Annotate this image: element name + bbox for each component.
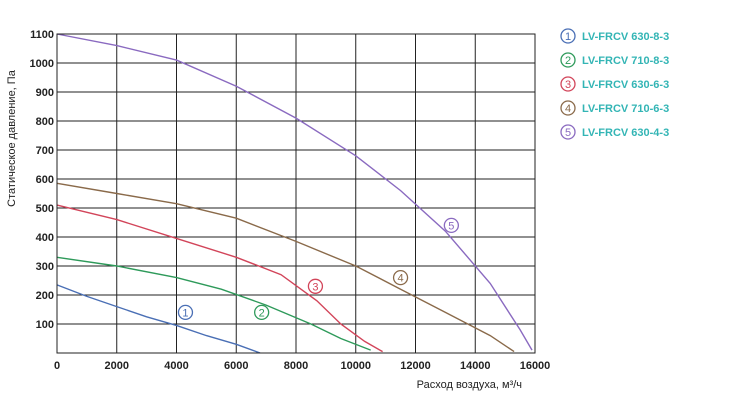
curve-marker-circle — [443, 217, 460, 234]
curve-markers: 1 2 3 4 5 — [177, 217, 460, 321]
curve-marker-circle — [392, 269, 409, 286]
y-tick-label: 400 — [36, 232, 54, 244]
series-line-2 — [56, 256, 371, 351]
curve-marker-number: 5 — [448, 220, 454, 232]
y-tick-label: 100 — [36, 319, 54, 331]
y-tick-label: 700 — [36, 145, 54, 157]
x-tick-label: 0 — [54, 360, 60, 372]
plot-frame — [56, 33, 536, 354]
legend-marker-number: 5 — [565, 127, 571, 139]
curve-marker-number: 2 — [259, 307, 265, 319]
x-tick-label: 10000 — [340, 360, 371, 372]
x-tick-label: 12000 — [400, 360, 431, 372]
legend-marker-number: 3 — [565, 79, 571, 91]
y-tick-label: 600 — [36, 174, 54, 186]
curve-marker-circle — [253, 304, 270, 321]
legend-marker-circle — [560, 100, 576, 116]
y-tick-label: 1000 — [30, 58, 54, 70]
legend-entry: LV-FRCV 630-8-3 — [582, 31, 669, 43]
curve-marker-circle — [177, 304, 194, 321]
x-tick-label: 6000 — [224, 360, 248, 372]
series-line-5 — [56, 33, 533, 351]
x-tick-label: 4000 — [164, 360, 188, 372]
legend: 1 LV-FRCV 630-8-3 2 LV-FRCV 710-8-3 3 LV-FRCV… — [560, 28, 669, 140]
grid — [56, 33, 536, 353]
y-tick-label: 1100 — [30, 29, 54, 41]
series-lines — [56, 33, 533, 354]
x-tick-label: 14000 — [460, 360, 491, 372]
series-line-3 — [56, 204, 383, 353]
y-tick-label: 300 — [36, 261, 54, 273]
legend-marker-circle — [560, 76, 576, 92]
x-tick-label: 2000 — [105, 360, 129, 372]
curve-marker-number: 3 — [312, 281, 318, 293]
x-axis-label: Расход воздуха, м³/ч — [417, 379, 522, 391]
y-tick-label: 900 — [36, 87, 54, 99]
legend-entry: LV-FRCV 710-6-3 — [582, 103, 669, 115]
y-tick-label: 200 — [36, 290, 54, 302]
x-tick-label: 8000 — [284, 360, 308, 372]
x-tick-label: 16000 — [520, 360, 551, 372]
legend-marker-number: 2 — [565, 55, 571, 67]
legend-entry: LV-FRCV 630-6-3 — [582, 79, 669, 91]
tick-labels: 0 2000 4000 6000 8000 10000 12000 14000 16000 100… — [30, 29, 551, 372]
legend-marker-number: 1 — [565, 31, 571, 43]
y-axis-label: Статическое давление, Па — [6, 69, 18, 207]
series-line-4 — [56, 182, 515, 353]
curve-marker-number: 1 — [182, 307, 188, 319]
curve-marker-number: 4 — [398, 273, 404, 285]
y-tick-label: 800 — [36, 116, 54, 128]
curve-marker-circle — [307, 278, 324, 294]
legend-marker-number: 4 — [565, 103, 571, 115]
legend-marker-circle — [560, 124, 576, 140]
legend-entry: LV-FRCV 630-4-3 — [582, 127, 669, 139]
series-line-1 — [56, 284, 261, 354]
legend-marker-circle — [560, 28, 576, 44]
y-tick-label: 500 — [36, 203, 54, 215]
legend-marker-circle — [560, 52, 576, 68]
legend-entry: LV-FRCV 710-8-3 — [582, 55, 669, 67]
